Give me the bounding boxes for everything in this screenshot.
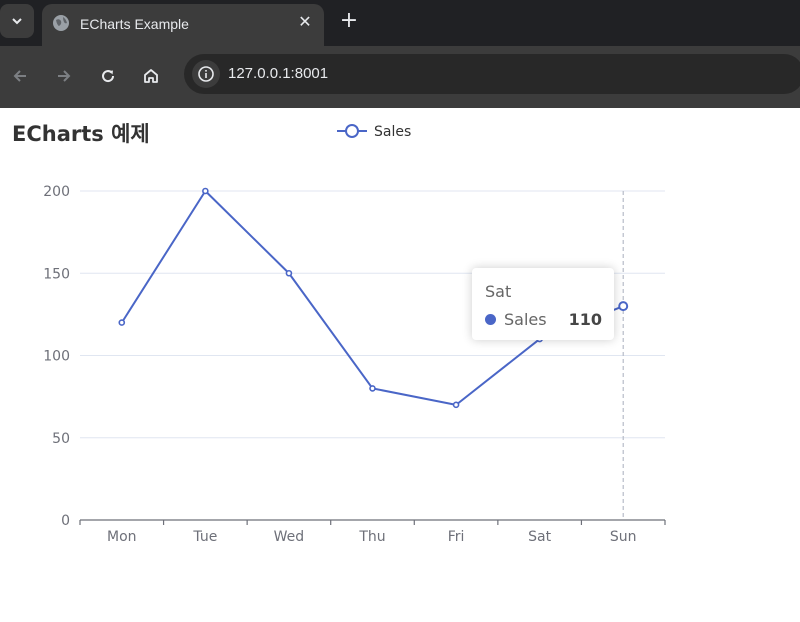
home-button[interactable] <box>137 62 165 90</box>
browser-tab[interactable]: ECharts Example ✕ <box>42 4 324 46</box>
y-tick-label: 150 <box>43 266 70 282</box>
new-tab-button[interactable]: + <box>336 8 362 34</box>
plus-icon: + <box>339 8 359 33</box>
reload-button[interactable] <box>94 62 122 90</box>
browser-toolbar: 127.0.0.1:8001 <box>0 46 800 108</box>
forward-button[interactable] <box>50 62 78 90</box>
info-icon <box>198 66 214 82</box>
arrow-right-icon <box>58 70 71 82</box>
y-tick-label: 100 <box>43 349 70 365</box>
x-tick-label: Fri <box>448 529 465 545</box>
x-tick-label: Sun <box>610 529 637 545</box>
x-tick-label: Mon <box>107 529 137 545</box>
tab-search-button[interactable] <box>0 4 34 38</box>
tooltip-series-marker <box>485 314 496 325</box>
address-bar[interactable]: 127.0.0.1:8001 <box>184 54 800 94</box>
tooltip-series-name: Sales <box>504 310 547 329</box>
arrow-left-icon <box>13 70 26 82</box>
tab-close-button[interactable]: ✕ <box>294 11 316 33</box>
tooltip-value: 110 <box>568 310 602 329</box>
legend-marker <box>345 124 359 138</box>
y-tick-label: 0 <box>61 513 70 529</box>
x-tick-label: Sat <box>528 529 551 545</box>
data-point <box>118 319 126 326</box>
close-icon: ✕ <box>298 12 312 31</box>
y-tick-label: 200 <box>43 184 70 200</box>
data-point <box>452 401 460 409</box>
tab-title: ECharts Example <box>80 16 189 32</box>
chart-tooltip: Sat Sales 110 <box>472 268 614 340</box>
page-title: ECharts 예제 <box>12 122 150 146</box>
data-point <box>369 385 376 392</box>
back-button[interactable] <box>6 62 34 90</box>
tab-strip: ECharts Example ✕ + <box>0 0 800 46</box>
data-point <box>285 269 293 277</box>
data-point <box>202 187 209 195</box>
y-tick-label: 50 <box>52 431 70 447</box>
legend-label-sales: Sales <box>374 124 411 140</box>
x-tick-label: Wed <box>274 529 305 545</box>
reload-icon <box>102 70 115 83</box>
line-chart: 0 50 100 150 200 Mon Tue Wed Thu Fri Sat Sun Sales <box>43 124 666 545</box>
home-icon <box>144 69 158 83</box>
data-point <box>618 301 629 312</box>
x-tick-label: Thu <box>358 529 385 545</box>
globe-icon <box>53 15 69 31</box>
site-info-button[interactable] <box>192 60 220 88</box>
tooltip-category: Sat <box>485 282 512 301</box>
url-text: 127.0.0.1:8001 <box>228 65 329 82</box>
chevron-down-icon <box>12 18 22 25</box>
x-tick-label: Tue <box>192 529 217 545</box>
page-content: ECharts 예제 0 50 100 150 200 Mon Tue Wed Thu Fri Sa… <box>0 108 800 622</box>
